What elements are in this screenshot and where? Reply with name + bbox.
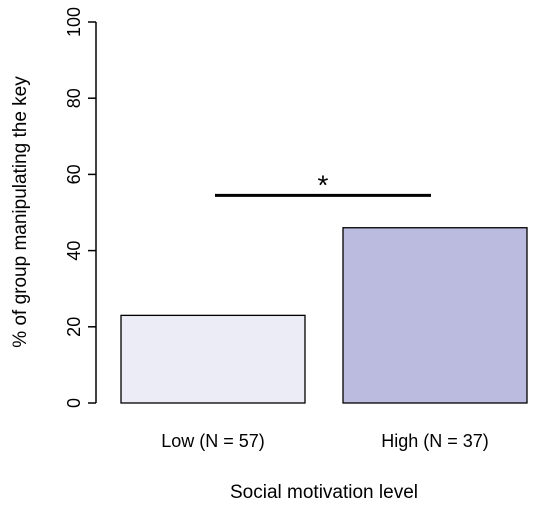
y-axis-title: % of group manipulating the key (10, 76, 31, 348)
significance-annotation: * (215, 169, 431, 200)
bar (342, 227, 528, 404)
y-tick-label: 20 (64, 317, 84, 337)
y-tick-label: 60 (64, 164, 84, 184)
y-tick-label: 40 (64, 241, 84, 261)
significance-star: * (318, 169, 329, 200)
bars (120, 227, 528, 404)
x-tick-label: High (N = 37) (381, 431, 489, 451)
y-tick-label: 100 (64, 7, 84, 37)
bar (120, 314, 306, 404)
y-tick-label: 80 (64, 88, 84, 108)
x-axis-title: Social motivation level (230, 482, 418, 503)
y-tick-label: 0 (64, 398, 84, 408)
y-axis: 0 20 40 60 80 100 (64, 7, 97, 408)
category-labels: Low (N = 57) High (N = 37) (161, 431, 489, 451)
x-tick-label: Low (N = 57) (161, 431, 265, 451)
